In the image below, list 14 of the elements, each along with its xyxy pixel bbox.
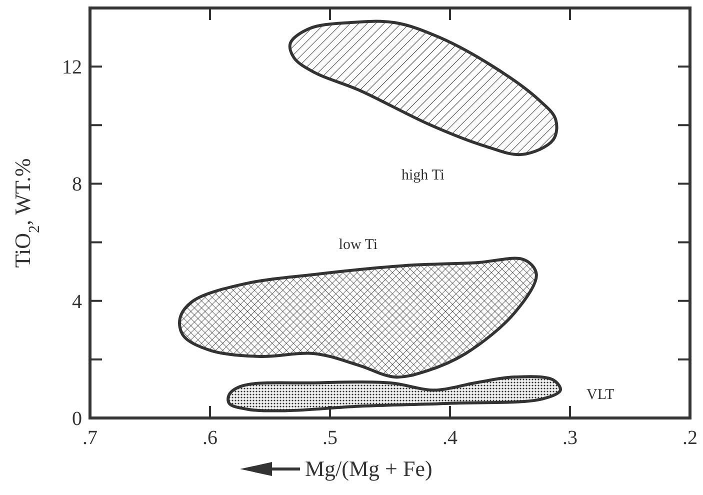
- y-tick-label: 0: [72, 408, 82, 430]
- x-tick-label: .7: [82, 427, 98, 449]
- x-tick-label: .5: [322, 427, 338, 449]
- x-tick-label: .4: [442, 427, 458, 449]
- x-tick-label: .2: [682, 427, 698, 449]
- x-tick-label: .6: [202, 427, 218, 449]
- y-tick-label: 8: [72, 174, 82, 196]
- y-tick-label: 4: [72, 290, 82, 313]
- y-tick-label: 12: [62, 56, 82, 79]
- series-label: VLT: [586, 387, 614, 404]
- text: high Ti: [402, 168, 444, 184]
- x-tick-label: .3: [562, 427, 578, 449]
- series-label: low Ti: [338, 237, 378, 254]
- x-axis-title: Mg/(Mg + Fe): [305, 456, 432, 481]
